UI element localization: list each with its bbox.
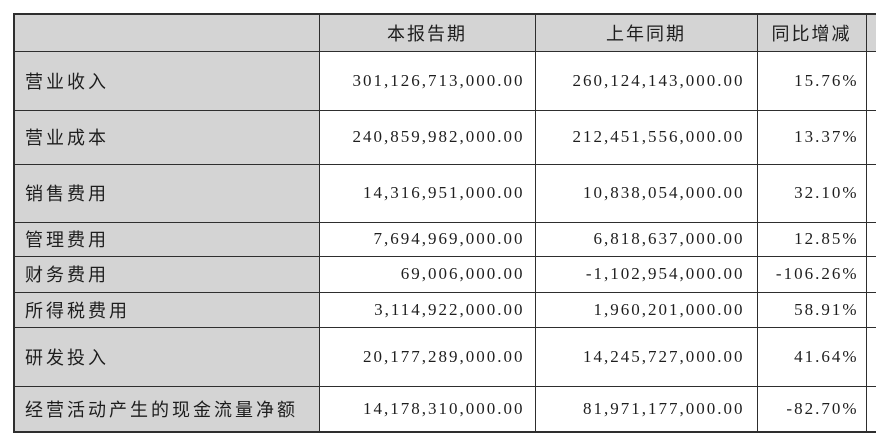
- current-period-value: 7,694,969,000.00: [318, 221, 536, 257]
- table-row-admin-expenses: 管理费用 7,694,969,000.00 6,818,637,000.00 1…: [13, 221, 876, 257]
- yoy-change-value: 15.76%: [756, 50, 867, 111]
- current-period-value: 14,178,310,000.00: [318, 385, 536, 433]
- prior-period-value: 6,818,637,000.00: [534, 221, 758, 257]
- header-item-blank: [13, 13, 320, 52]
- row-label: 研发投入: [13, 326, 320, 387]
- cutoff-cell: [865, 109, 876, 165]
- row-label: 所得税费用: [13, 291, 320, 328]
- row-label: 营业收入: [13, 50, 320, 111]
- yoy-change-value: 13.37%: [756, 109, 867, 165]
- yoy-change-value: -82.70%: [756, 385, 867, 433]
- row-label: 营业成本: [13, 109, 320, 165]
- current-period-value: 301,126,713,000.00: [318, 50, 536, 111]
- header-prior-period: 上年同期: [534, 13, 758, 52]
- cutoff-cell: [865, 221, 876, 257]
- prior-period-value: 81,971,177,000.00: [534, 385, 758, 433]
- current-period-value: 20,177,289,000.00: [318, 326, 536, 387]
- current-period-value: 3,114,922,000.00: [318, 291, 536, 328]
- cutoff-cell: [865, 385, 876, 433]
- prior-period-value: 1,960,201,000.00: [534, 291, 758, 328]
- table-row-operating-revenue: 营业收入 301,126,713,000.00 260,124,143,000.…: [13, 50, 876, 111]
- cutoff-cell: [865, 163, 876, 223]
- cutoff-cell: [865, 291, 876, 328]
- prior-period-value: 212,451,556,000.00: [534, 109, 758, 165]
- header-current-period: 本报告期: [318, 13, 536, 52]
- current-period-value: 69,006,000.00: [318, 255, 536, 293]
- cutoff-cell: [865, 255, 876, 293]
- table-row-selling-expenses: 销售费用 14,316,951,000.00 10,838,054,000.00…: [13, 163, 876, 223]
- row-label: 财务费用: [13, 255, 320, 293]
- table-row-rd-investment: 研发投入 20,177,289,000.00 14,245,727,000.00…: [13, 326, 876, 387]
- yoy-change-value: 41.64%: [756, 326, 867, 387]
- current-period-value: 240,859,982,000.00: [318, 109, 536, 165]
- prior-period-value: 14,245,727,000.00: [534, 326, 758, 387]
- current-period-value: 14,316,951,000.00: [318, 163, 536, 223]
- table-row-financial-expenses: 财务费用 69,006,000.00 -1,102,954,000.00 -10…: [13, 255, 876, 293]
- prior-period-value: 10,838,054,000.00: [534, 163, 758, 223]
- yoy-change-value: 32.10%: [756, 163, 867, 223]
- yoy-change-value: 12.85%: [756, 221, 867, 257]
- prior-period-value: -1,102,954,000.00: [534, 255, 758, 293]
- table-header-row: 本报告期 上年同期 同比增减: [13, 13, 876, 52]
- financial-summary-table: 本报告期 上年同期 同比增减 营业收入 301,126,713,000.00 2…: [13, 13, 876, 433]
- table-row-operating-cost: 营业成本 240,859,982,000.00 212,451,556,000.…: [13, 109, 876, 165]
- table-row-operating-cash-flow: 经营活动产生的现金流量净额 14,178,310,000.00 81,971,1…: [13, 385, 876, 433]
- financial-table-container: 本报告期 上年同期 同比增减 营业收入 301,126,713,000.00 2…: [13, 13, 876, 437]
- row-label: 销售费用: [13, 163, 320, 223]
- header-cutoff-cell: [865, 13, 876, 52]
- cutoff-cell: [865, 326, 876, 387]
- yoy-change-value: 58.91%: [756, 291, 867, 328]
- header-yoy-change: 同比增减: [756, 13, 867, 52]
- table-row-income-tax: 所得税费用 3,114,922,000.00 1,960,201,000.00 …: [13, 291, 876, 328]
- row-label: 管理费用: [13, 221, 320, 257]
- prior-period-value: 260,124,143,000.00: [534, 50, 758, 111]
- cutoff-cell: [865, 50, 876, 111]
- row-label: 经营活动产生的现金流量净额: [13, 385, 320, 433]
- yoy-change-value: -106.26%: [756, 255, 867, 293]
